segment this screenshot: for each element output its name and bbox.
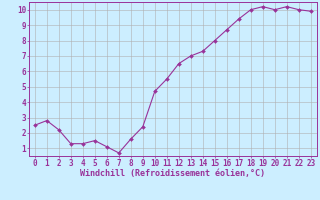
X-axis label: Windchill (Refroidissement éolien,°C): Windchill (Refroidissement éolien,°C) [80,169,265,178]
